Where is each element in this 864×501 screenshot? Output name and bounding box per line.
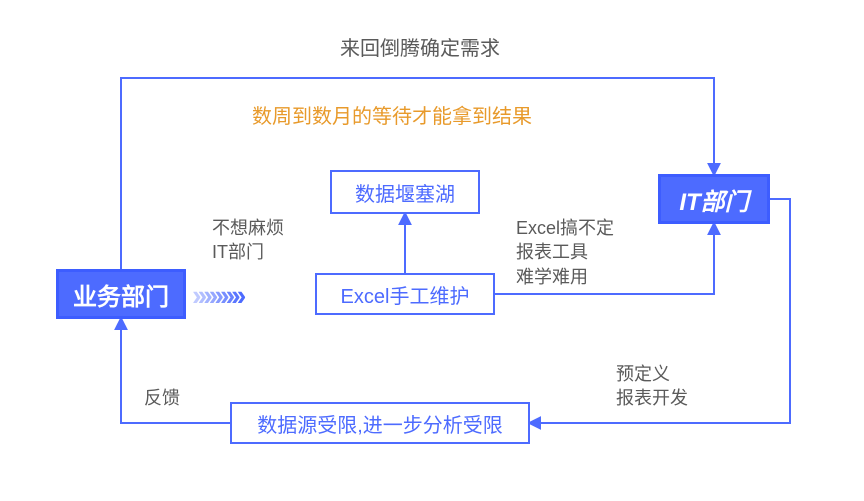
node-limited: 数据源受限,进一步分析受限	[230, 402, 530, 444]
label-wait: 数周到数月的等待才能拿到结果	[252, 104, 532, 131]
node-it-dept: IT部门	[658, 174, 770, 224]
node-limited-label: 数据源受限,进一步分析受限	[257, 409, 503, 438]
node-excel-manual: Excel手工维护	[315, 273, 495, 315]
node-data-lake-label: 数据堰塞湖	[355, 178, 455, 207]
label-top-title: 来回倒腾确定需求	[340, 36, 500, 63]
chevron-flow-icon: ›››››››››	[192, 280, 242, 313]
label-no-bother: 不想麻烦 IT部门	[212, 216, 284, 265]
node-business-dept: 业务部门	[56, 269, 186, 319]
node-business-dept-label: 业务部门	[73, 277, 169, 312]
label-predef: 预定义 报表开发	[616, 362, 688, 411]
diagram-canvas: 业务部门 IT部门 数据堰塞湖 Excel手工维护 数据源受限,进一步分析受限 …	[0, 0, 864, 501]
node-data-lake: 数据堰塞湖	[330, 170, 480, 214]
label-excel-hard: Excel搞不定 报表工具 难学难用	[516, 216, 614, 289]
node-it-dept-label: IT部门	[679, 182, 748, 217]
node-excel-manual-label: Excel手工维护	[341, 280, 470, 309]
label-feedback: 反馈	[144, 386, 180, 410]
